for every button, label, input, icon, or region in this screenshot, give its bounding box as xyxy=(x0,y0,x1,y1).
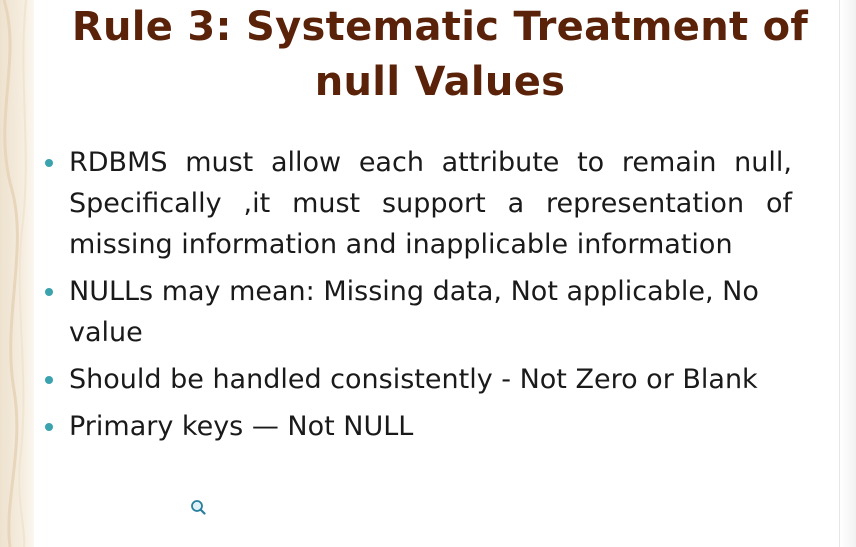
bullet-text: RDBMS must allow each attribute to remai… xyxy=(69,147,792,260)
bullet-text: Should be handled consistently - Not Zer… xyxy=(69,364,758,395)
bullet-item-nulls-meaning: NULLs may mean: Missing data, Not applic… xyxy=(40,271,792,353)
round-bullet-icon xyxy=(45,376,53,384)
bullet-item-rdbms: RDBMS must allow each attribute to remai… xyxy=(40,142,792,265)
bullet-text: NULLs may mean: Missing data, Not applic… xyxy=(69,276,759,348)
round-bullet-icon xyxy=(45,288,53,296)
bullet-item-handled-consistently: Should be handled consistently - Not Zer… xyxy=(40,359,792,400)
bullet-text: Primary keys — Not NULL xyxy=(69,411,414,442)
magnifier-cursor-icon xyxy=(191,500,206,515)
bullet-item-primary-keys: Primary keys — Not NULL xyxy=(40,406,792,447)
left-border-ridge xyxy=(2,0,27,547)
bullet-list: RDBMS must allow each attribute to remai… xyxy=(40,142,792,453)
slide-title: Rule 3: Systematic Treatment of null Val… xyxy=(71,4,809,105)
right-edge-strip xyxy=(839,0,856,547)
round-bullet-icon xyxy=(45,159,53,167)
round-bullet-icon xyxy=(45,423,53,431)
